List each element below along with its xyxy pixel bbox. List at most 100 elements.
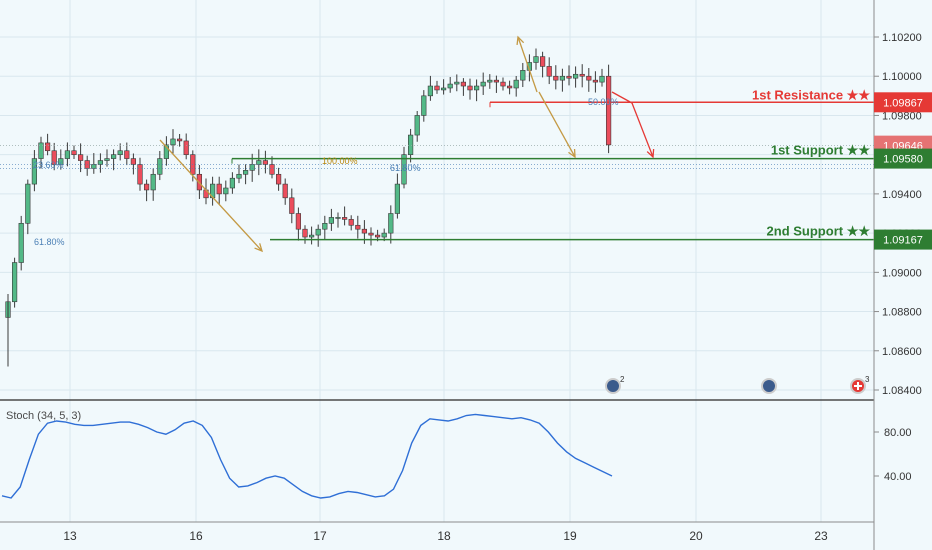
candle-bullish[interactable] — [64, 150, 70, 159]
candle-bullish[interactable] — [315, 228, 321, 236]
time-axis[interactable]: 13 16 17 18 19 20 23 — [63, 529, 828, 543]
candle-bullish[interactable] — [150, 173, 156, 191]
candle-bullish[interactable] — [38, 142, 44, 159]
candle-bearish[interactable] — [348, 219, 354, 226]
candle-bullish[interactable] — [157, 158, 163, 175]
candle-bearish[interactable] — [374, 234, 381, 238]
candle-bullish[interactable] — [559, 75, 565, 81]
event-count: 3 — [865, 375, 870, 384]
candle-bullish[interactable] — [427, 85, 434, 97]
candle-bearish[interactable] — [137, 164, 143, 185]
candle-bearish[interactable] — [130, 158, 137, 165]
candle-bearish[interactable] — [539, 56, 546, 67]
candle-bearish[interactable] — [460, 81, 467, 87]
forecast-arrow-head — [646, 148, 655, 159]
candle-bullish[interactable] — [480, 81, 486, 87]
grid-lines — [0, 0, 874, 522]
candle-bullish[interactable] — [407, 134, 414, 155]
candle-bullish[interactable] — [454, 81, 460, 85]
candle-bullish[interactable] — [25, 183, 31, 224]
time-tick-label: 16 — [189, 529, 203, 543]
candle-bullish[interactable] — [322, 223, 328, 230]
candle-bullish[interactable] — [229, 177, 236, 189]
candle-bearish[interactable] — [434, 85, 440, 91]
candle-bullish[interactable] — [243, 170, 249, 175]
candle-bullish[interactable] — [223, 187, 229, 195]
candle-bearish[interactable] — [553, 75, 559, 81]
candle-bearish[interactable] — [355, 224, 361, 230]
candle-bearish[interactable] — [124, 150, 130, 159]
price-tick-label: 1.08600 — [882, 346, 922, 358]
candle-bullish[interactable] — [440, 87, 447, 91]
candle-bearish[interactable] — [216, 183, 222, 195]
event-count: 2 — [620, 375, 625, 384]
candle-bullish[interactable] — [111, 154, 117, 159]
trend-arrow-head — [254, 243, 264, 253]
candle-bullish[interactable] — [163, 144, 170, 159]
candle-bearish[interactable] — [44, 142, 51, 152]
candle-bullish[interactable] — [249, 164, 255, 171]
candle-bullish[interactable] — [236, 173, 242, 179]
candle-bearish[interactable] — [467, 85, 473, 91]
candle-bearish[interactable] — [586, 75, 592, 81]
candle-bullish[interactable] — [381, 232, 387, 238]
candle-bearish[interactable] — [605, 75, 612, 146]
candle-bullish[interactable] — [388, 213, 394, 234]
candle-bearish[interactable] — [295, 213, 302, 230]
candle-bearish[interactable] — [500, 81, 506, 87]
candle-bullish[interactable] — [18, 223, 24, 263]
candle-bearish[interactable] — [282, 183, 288, 199]
candle-bullish[interactable] — [91, 164, 97, 169]
candle-bearish[interactable] — [289, 197, 295, 214]
candle-bearish[interactable] — [262, 160, 269, 165]
candle-bullish[interactable] — [421, 95, 427, 116]
candle-bullish[interactable] — [328, 217, 335, 224]
candle-bearish[interactable] — [368, 232, 374, 236]
candle-bullish[interactable] — [572, 73, 579, 79]
support-1-price-tag — [874, 148, 932, 169]
candle-bearish[interactable] — [177, 138, 183, 142]
candle-bullish[interactable] — [520, 70, 526, 81]
level-lines: 1st Resistance ★★ 1st Support ★★ 2nd Suppo… — [0, 87, 874, 247]
candle-bearish[interactable] — [275, 173, 282, 185]
candle-bullish[interactable] — [447, 83, 453, 89]
candle-bearish[interactable] — [71, 150, 77, 155]
candlestick-series[interactable] — [5, 48, 612, 367]
candle-bullish[interactable] — [117, 150, 123, 155]
candle-bearish[interactable] — [566, 75, 572, 79]
candle-bearish[interactable] — [78, 154, 84, 161]
candle-bearish[interactable] — [183, 140, 189, 155]
candle-bullish[interactable] — [256, 160, 262, 165]
candle-bearish[interactable] — [506, 85, 513, 89]
candle-bullish[interactable] — [533, 56, 539, 63]
candle-bullish[interactable] — [401, 154, 407, 185]
candle-bearish[interactable] — [592, 79, 598, 83]
candle-bearish[interactable] — [579, 73, 585, 77]
candle-bearish[interactable] — [269, 164, 275, 175]
candle-bullish[interactable] — [12, 262, 18, 303]
candle-bullish[interactable] — [97, 160, 103, 165]
flag-icon[interactable] — [605, 378, 621, 394]
candle-bullish[interactable] — [487, 79, 493, 83]
candle-bullish[interactable] — [473, 85, 480, 91]
candle-bullish[interactable] — [104, 158, 110, 161]
candle-bearish[interactable] — [493, 79, 500, 83]
candle-bearish[interactable] — [361, 228, 368, 234]
candle-bearish[interactable] — [341, 217, 348, 220]
candle-bullish[interactable] — [599, 75, 605, 83]
candle-bearish[interactable] — [144, 183, 150, 191]
fib-label: 61.80% — [34, 237, 65, 247]
candle-bullish[interactable] — [513, 79, 519, 89]
price-tick-label: 1.09800 — [882, 110, 922, 122]
candle-bearish[interactable] — [302, 228, 308, 238]
candle-bullish[interactable] — [170, 138, 176, 146]
candle-bullish[interactable] — [394, 183, 401, 214]
candle-bullish[interactable] — [335, 217, 341, 219]
candle-bullish[interactable] — [414, 115, 420, 136]
flag-icon[interactable] — [761, 378, 777, 394]
candle-bullish[interactable] — [31, 158, 37, 185]
candle-bullish[interactable] — [308, 234, 315, 238]
candle-bearish[interactable] — [546, 66, 552, 77]
